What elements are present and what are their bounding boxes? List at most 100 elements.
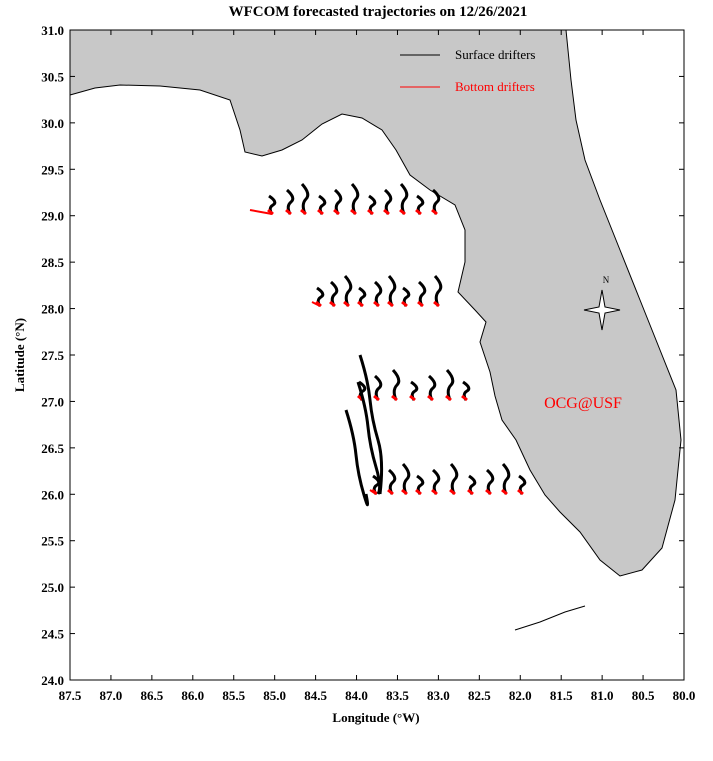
bottom-track bbox=[431, 208, 438, 216]
bottom-track bbox=[329, 300, 336, 308]
x-tick-label: 86.5 bbox=[140, 688, 163, 703]
y-tick-label: 30.5 bbox=[41, 69, 64, 84]
bottom-track bbox=[373, 300, 380, 308]
bottom-track bbox=[333, 208, 340, 216]
compass-label: N bbox=[603, 275, 610, 285]
surface-track bbox=[433, 274, 443, 307]
surface-track bbox=[329, 280, 339, 307]
y-tick-label: 29.5 bbox=[41, 162, 64, 177]
compass: N bbox=[583, 275, 621, 331]
bottom-track bbox=[311, 301, 321, 307]
y-tick-label: 24.0 bbox=[41, 673, 64, 688]
bottom-track bbox=[387, 488, 394, 496]
bottom-track bbox=[461, 394, 468, 402]
surface-track bbox=[387, 274, 397, 307]
x-tick-label: 85.0 bbox=[263, 688, 286, 703]
bottom-track bbox=[317, 208, 324, 216]
surface-track bbox=[417, 280, 427, 307]
bottom-track bbox=[417, 300, 424, 308]
y-tick-label: 29.0 bbox=[41, 209, 64, 224]
surface-track bbox=[300, 182, 310, 215]
x-tick-label: 87.0 bbox=[100, 688, 123, 703]
bottom-track bbox=[300, 208, 307, 216]
y-tick-label: 28.5 bbox=[41, 255, 64, 270]
land bbox=[69, 29, 682, 577]
surface-track bbox=[485, 468, 495, 495]
bottom-track bbox=[449, 488, 456, 496]
legend-label: Bottom drifters bbox=[455, 79, 535, 94]
keys bbox=[514, 605, 586, 631]
surface-track bbox=[383, 188, 393, 215]
bottom-track bbox=[357, 300, 364, 308]
bottom-track bbox=[399, 208, 406, 216]
y-tick-label: 26.5 bbox=[41, 441, 64, 456]
y-tick-label: 26.0 bbox=[41, 487, 64, 502]
bottom-track bbox=[267, 208, 274, 216]
bottom-track bbox=[415, 488, 422, 496]
bottom-track bbox=[383, 208, 390, 216]
bottom-track bbox=[433, 300, 440, 308]
surface-track bbox=[387, 468, 397, 495]
bottom-track bbox=[445, 394, 452, 402]
surface-track bbox=[391, 368, 401, 401]
surface-track bbox=[445, 368, 455, 401]
bottom-track bbox=[249, 209, 273, 215]
x-tick-label: 85.5 bbox=[222, 688, 245, 703]
y-tick-label: 25.5 bbox=[41, 534, 64, 549]
bottom-track bbox=[415, 208, 422, 216]
surface-track bbox=[350, 182, 360, 215]
bottom-track bbox=[501, 488, 508, 496]
x-tick-label: 81.5 bbox=[550, 688, 573, 703]
bottom-track bbox=[343, 300, 350, 308]
bottom-track bbox=[517, 488, 524, 496]
surface-track bbox=[285, 188, 295, 215]
bottom-track bbox=[350, 208, 357, 216]
x-tick-label: 82.0 bbox=[509, 688, 532, 703]
surface-track bbox=[401, 462, 411, 495]
y-tick-label: 27.5 bbox=[41, 348, 64, 363]
y-tick-label: 28.0 bbox=[41, 302, 64, 317]
x-tick-label: 84.5 bbox=[304, 688, 327, 703]
bottom-track bbox=[369, 489, 377, 495]
x-tick-label: 82.5 bbox=[468, 688, 491, 703]
surface-track bbox=[427, 374, 437, 401]
surface-track bbox=[333, 188, 343, 215]
bottom-track bbox=[427, 394, 434, 402]
bottom-track bbox=[431, 488, 438, 496]
bottom-track bbox=[367, 208, 374, 216]
annotation: OCG@USF bbox=[544, 395, 622, 412]
bottom-track bbox=[373, 394, 380, 402]
y-tick-label: 30.0 bbox=[41, 116, 64, 131]
x-tick-label: 84.0 bbox=[345, 688, 368, 703]
x-tick-label: 83.0 bbox=[427, 688, 450, 703]
bottom-track bbox=[387, 300, 394, 308]
bottom-track bbox=[285, 208, 292, 216]
bottom-track bbox=[467, 488, 474, 496]
y-tick-label: 31.0 bbox=[41, 23, 64, 38]
x-tick-label: 80.5 bbox=[632, 688, 655, 703]
surface-track bbox=[373, 280, 383, 307]
trajectories bbox=[249, 182, 527, 507]
surface-track bbox=[373, 374, 383, 401]
surface-track bbox=[399, 182, 409, 215]
y-tick-label: 24.5 bbox=[41, 627, 64, 642]
surface-track bbox=[358, 354, 384, 495]
surface-track bbox=[344, 409, 370, 507]
legend-label: Surface drifters bbox=[455, 47, 536, 62]
bottom-track bbox=[409, 394, 416, 402]
x-tick-label: 86.0 bbox=[181, 688, 204, 703]
surface-track bbox=[431, 188, 441, 215]
surface-track bbox=[343, 274, 353, 307]
surface-track bbox=[501, 462, 511, 495]
x-tick-label: 80.0 bbox=[673, 688, 696, 703]
y-axis-label: Latitude (°N) bbox=[12, 318, 27, 392]
y-tick-label: 25.0 bbox=[41, 580, 64, 595]
bottom-track bbox=[401, 488, 408, 496]
x-tick-label: 81.0 bbox=[591, 688, 614, 703]
surface-track bbox=[449, 462, 459, 495]
bottom-track bbox=[391, 394, 398, 402]
chart-title: WFCOM forecasted trajectories on 12/26/2… bbox=[229, 4, 528, 20]
bottom-track bbox=[401, 300, 408, 308]
bottom-track bbox=[357, 395, 363, 401]
